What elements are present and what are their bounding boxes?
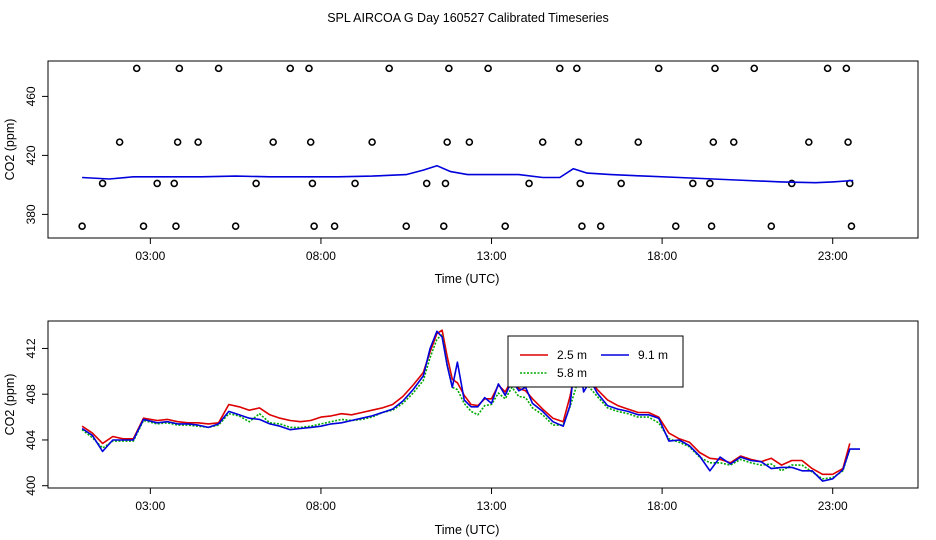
x-axis-label: Time (UTC)	[435, 272, 500, 286]
calibration-point	[576, 179, 585, 188]
calibration-point	[573, 64, 581, 73]
calibration-point	[596, 222, 605, 230]
legend-box	[507, 335, 684, 388]
chart-title: SPL AIRCOA G Day 160527 Calibrated Times…	[327, 11, 609, 25]
calibration-point	[484, 64, 492, 73]
calibration-point	[844, 138, 852, 146]
x-tick-label: 08:00	[306, 249, 336, 263]
calibration-point	[443, 138, 451, 146]
calibration-point	[269, 138, 277, 146]
calibration-point	[422, 179, 431, 188]
calibration-point	[847, 222, 856, 230]
calibration-point	[574, 138, 583, 146]
legend-label: 2.5 m	[557, 348, 587, 362]
legend-label: 5.8 m	[557, 366, 587, 380]
calibration-point	[214, 64, 223, 73]
calibration-point	[654, 64, 663, 73]
calibration-point	[368, 138, 376, 146]
calibration-point	[634, 138, 643, 146]
x-tick-label: 23:00	[818, 249, 848, 263]
calibration-point	[330, 222, 339, 230]
series-line-9-1-m	[81, 330, 860, 482]
calibration-point	[706, 179, 714, 188]
calibration-point	[439, 222, 448, 230]
series-line-5-8-m	[81, 333, 851, 480]
x-tick-label: 23:00	[818, 499, 848, 513]
calibration-point	[308, 179, 317, 188]
calibration-point	[750, 64, 759, 73]
calibration-point	[525, 179, 533, 188]
bottom-panel: 03:00 08:00 13:00 18:00 23:00 400 404 408 412 Tim…	[3, 320, 919, 537]
x-tick-label: 18:00	[647, 249, 677, 263]
calibration-point	[538, 138, 547, 146]
calibration-point	[578, 222, 586, 230]
y-tick-label: 404	[24, 430, 38, 450]
y-tick-label: 380	[24, 204, 38, 224]
x-tick-label: 13:00	[477, 499, 507, 513]
series-line-2-5-m	[81, 329, 851, 476]
calibration-point	[78, 222, 86, 230]
y-tick-label: 408	[24, 384, 38, 404]
calibration-point	[115, 138, 124, 146]
calibration-point	[823, 64, 832, 73]
plot-area	[81, 329, 860, 482]
plot-frame	[47, 60, 919, 239]
x-axis-label: Time (UTC)	[435, 523, 500, 537]
y-tick-label: 420	[24, 145, 38, 165]
legend: 2.5 m 5.8 m 9.1 m	[507, 335, 684, 388]
top-panel: 03:00 08:00 13:00 18:00 23:00 380 420 460 Time (…	[3, 60, 919, 286]
calibration-point	[689, 179, 697, 188]
calibration-point	[501, 222, 509, 230]
calibration-point	[385, 64, 393, 73]
calibration-point	[98, 179, 107, 188]
calibration-point	[787, 179, 796, 188]
calibration-point	[767, 222, 776, 230]
x-tick-label: 18:00	[647, 499, 677, 513]
calibration-point	[252, 179, 260, 188]
calibration-point	[402, 222, 411, 230]
series-line-co2-line	[82, 164, 854, 184]
calibration-point	[170, 179, 179, 188]
x-tick-label: 03:00	[135, 249, 165, 263]
calibration-point	[441, 179, 450, 188]
calibration-point	[671, 222, 680, 230]
calibration-point	[445, 64, 453, 73]
calibration-point	[465, 138, 474, 146]
calibration-point	[173, 138, 182, 146]
calibration-point	[139, 222, 148, 230]
calibration-point	[175, 64, 184, 73]
plot-frame	[47, 320, 919, 489]
x-tick-label: 08:00	[306, 499, 336, 513]
calibration-point	[805, 138, 813, 146]
legend-label: 9.1 m	[638, 348, 668, 362]
x-tick-label: 13:00	[477, 249, 507, 263]
y-axis-label: CO2 (ppm)	[3, 374, 17, 436]
plot-area	[78, 64, 856, 230]
calibration-point	[711, 64, 719, 73]
calibration-point	[351, 179, 359, 188]
y-tick-label: 412	[24, 338, 38, 358]
calibration-point	[172, 222, 180, 230]
calibration-point	[707, 222, 716, 230]
y-axis-label: CO2 (ppm)	[3, 119, 17, 181]
x-tick-label: 03:00	[135, 499, 165, 513]
calibration-point	[709, 138, 718, 146]
calibration-point	[310, 222, 318, 230]
calibration-point	[132, 64, 141, 73]
calibration-point	[306, 138, 315, 146]
calibration-point	[194, 138, 202, 146]
y-tick-label: 460	[24, 86, 38, 106]
calibration-point	[842, 64, 851, 73]
calibration-point	[153, 179, 161, 188]
calibration-point	[555, 64, 564, 73]
calibration-point	[729, 138, 738, 146]
y-tick-label: 400	[24, 475, 38, 495]
calibration-point	[231, 222, 240, 230]
calibration-point	[305, 64, 313, 73]
calibration-point	[617, 179, 625, 188]
calibration-point	[286, 64, 295, 73]
